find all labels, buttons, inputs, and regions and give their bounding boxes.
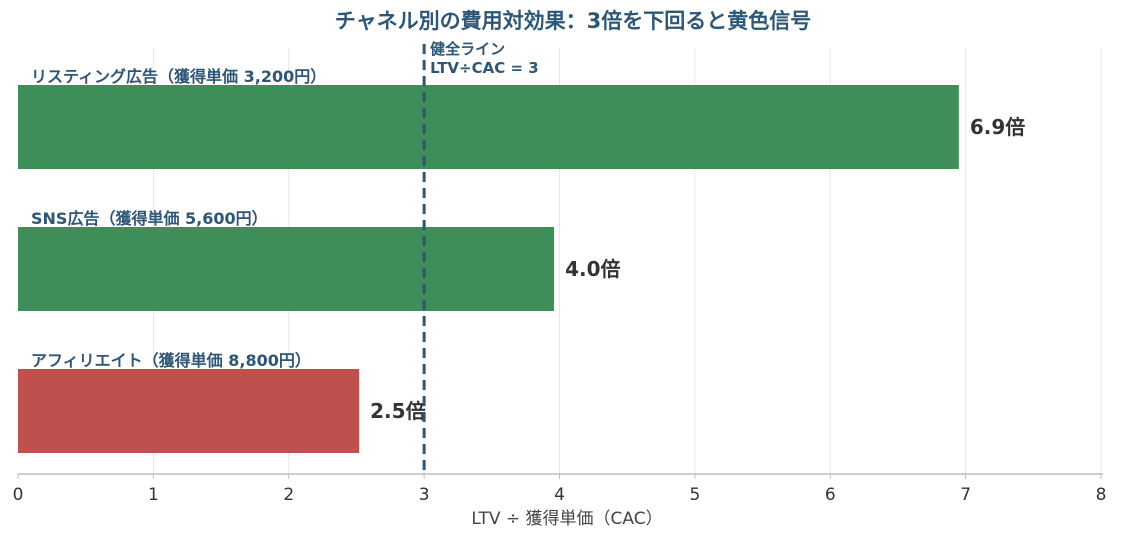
x-tick-label: 0: [13, 485, 24, 505]
bar: [18, 227, 555, 311]
x-tick-label: 1: [148, 485, 159, 505]
x-tick-label: 6: [825, 485, 836, 505]
bar: [18, 85, 959, 169]
x-tick-label: 8: [1096, 485, 1107, 505]
x-axis: 0 1 2 3 4 5 6 7 8: [13, 473, 1107, 505]
x-tick-label: 5: [689, 485, 700, 505]
category-label: SNS広告（獲得単価 5,600円）: [31, 209, 268, 228]
data-label: 6.9倍: [970, 115, 1025, 139]
chart-title: チャネル別の費用対効果：3倍を下回ると黄色信号: [335, 9, 811, 33]
reference-line-label: 健全ライン: [430, 40, 505, 58]
data-label: 2.5倍: [370, 399, 425, 423]
x-tick-label: 4: [554, 485, 565, 505]
x-tick-label: 7: [960, 485, 971, 505]
data-label: 4.0倍: [565, 257, 620, 281]
category-label: リスティング広告（獲得単価 3,200円）: [31, 67, 326, 86]
bar-layer: リスティング広告（獲得単価 3,200円） 6.9倍 SNS広告（獲得単価 5,60…: [18, 67, 1025, 453]
bar: [18, 369, 360, 453]
x-tick-label: 2: [283, 485, 294, 505]
category-label: アフィリエイト（獲得単価 8,800円）: [31, 351, 311, 370]
reference-line-formula: LTV÷CAC = 3: [430, 59, 539, 77]
x-tick-label: 3: [419, 485, 430, 505]
x-axis-label: LTV ÷ 獲得単価（CAC）: [471, 509, 662, 529]
